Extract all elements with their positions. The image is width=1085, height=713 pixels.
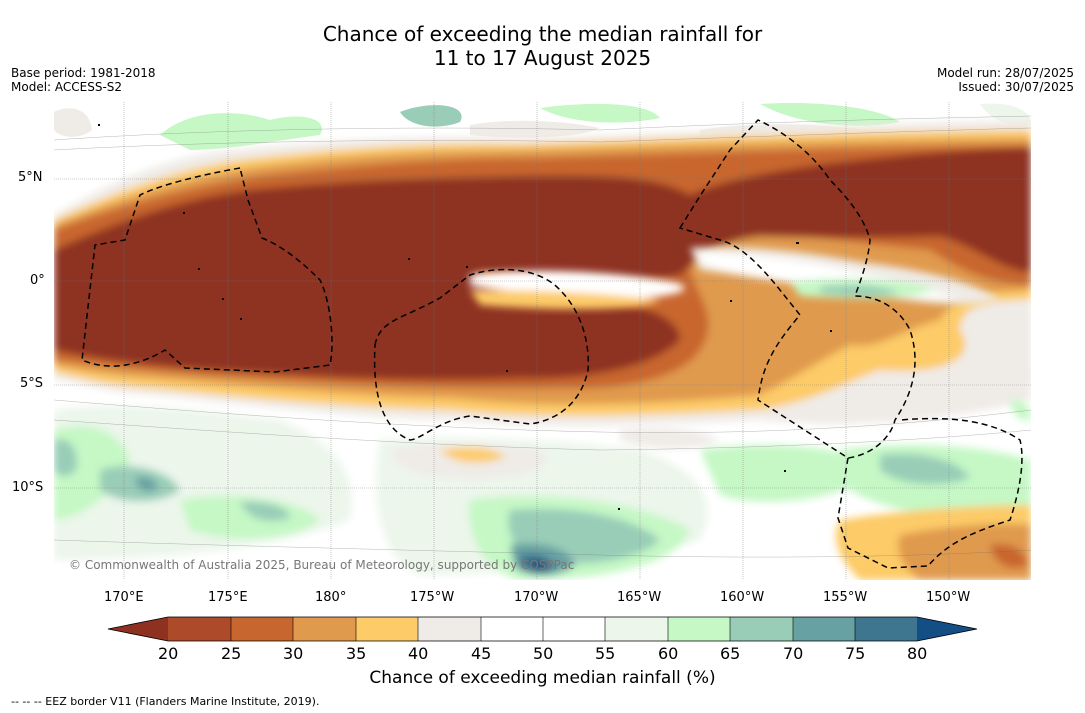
- lon-label-165w: 165°W: [617, 590, 662, 605]
- cb-tick-75: 75: [845, 644, 866, 663]
- colorbar-bin-40-45: [418, 617, 481, 641]
- islands: [98, 124, 832, 510]
- band-brown: [54, 148, 1031, 380]
- eez-kiribati-gilbert: [81, 167, 333, 373]
- colorbar-bin-60-65: [668, 617, 730, 641]
- lon-label-155w: 155°W: [823, 590, 868, 605]
- lon-label-160w: 160°W: [720, 590, 765, 605]
- colorbar-bin-55-60: [605, 617, 668, 641]
- eez-kiribati-line: [678, 119, 916, 459]
- colorbar-bin-70-75: [793, 617, 855, 641]
- lon-label-170w: 170°W: [514, 590, 559, 605]
- eez-footnote: -- -- -- EEZ border V11 (Flanders Marine…: [11, 695, 320, 708]
- meta-right: Model run: 28/07/2025 Issued: 30/07/2025: [937, 66, 1074, 94]
- cb-tick-40: 40: [408, 644, 429, 663]
- cb-tick-55: 55: [595, 644, 616, 663]
- lon-label-175w: 175°W: [410, 590, 455, 605]
- cb-tick-60: 60: [658, 644, 679, 663]
- cb-tick-70: 70: [783, 644, 804, 663]
- lat-label-5n: 5°N: [18, 170, 43, 185]
- base-period-text: Base period: 1981-2018: [11, 66, 156, 80]
- issued-text: Issued: 30/07/2025: [958, 80, 1074, 94]
- gridlines: [54, 102, 1031, 580]
- map-title: Chance of exceeding the median rainfall …: [0, 22, 1085, 70]
- colorbar-bin-25-30: [231, 617, 293, 641]
- eez-cook-islands: [837, 417, 1023, 569]
- title-line-2: 11 to 17 August 2025: [433, 46, 652, 70]
- map-field: [54, 102, 1031, 580]
- colorbar-bin-50-55: [543, 617, 605, 641]
- colorbar-over-triangle: [917, 617, 977, 641]
- cb-tick-30: 30: [283, 644, 304, 663]
- equatorial-tongue: [470, 247, 1000, 310]
- lon-label-175e: 175°E: [208, 590, 248, 605]
- south-patches: [54, 362, 1031, 580]
- cb-tick-35: 35: [346, 644, 367, 663]
- lat-label-5s: 5°S: [20, 376, 44, 391]
- lat-label-10s: 10°S: [12, 480, 44, 495]
- colorbar-bin-45-50: [481, 617, 543, 641]
- colorbar-bin-65-70: [730, 617, 793, 641]
- copyright-text: © Commonwealth of Australia 2025, Bureau…: [69, 558, 575, 572]
- title-line-1: Chance of exceeding the median rainfall …: [322, 22, 763, 46]
- cb-tick-25: 25: [221, 644, 242, 663]
- lon-label-150w: 150°W: [926, 590, 971, 605]
- cb-tick-20: 20: [158, 644, 179, 663]
- colorbar-bin-75-80: [855, 617, 917, 641]
- colorbar-bin-20-25: [168, 617, 231, 641]
- eez-borders: [81, 119, 1023, 569]
- lon-label-170e: 170°E: [104, 590, 144, 605]
- lat-label-0: 0°: [30, 273, 45, 288]
- model-text: Model: ACCESS-S2: [11, 80, 123, 94]
- cb-tick-65: 65: [720, 644, 741, 663]
- cb-tick-80: 80: [907, 644, 928, 663]
- colorbar-bin-35-40: [356, 617, 418, 641]
- lon-label-180: 180°: [315, 590, 347, 605]
- model-run-text: Model run: 28/07/2025: [936, 66, 1074, 80]
- colorbar-label: Chance of exceeding median rainfall (%): [369, 668, 716, 688]
- cb-tick-50: 50: [533, 644, 554, 663]
- colorbar-under-triangle: [108, 617, 168, 641]
- colorbar: [107, 616, 978, 642]
- meta-left: Base period: 1981-2018 Model: ACCESS-S2: [11, 66, 156, 94]
- cb-tick-45: 45: [471, 644, 492, 663]
- eez-kiribati-phoenix: [373, 268, 589, 441]
- colorbar-bin-30-35: [293, 617, 356, 641]
